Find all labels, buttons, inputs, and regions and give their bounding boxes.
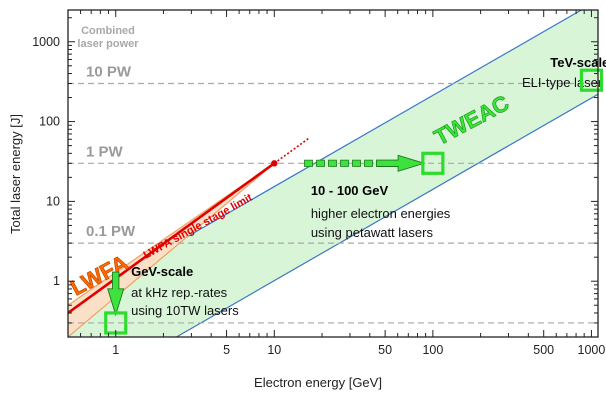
y-tick-label: 100: [39, 115, 60, 129]
band-tweac-lower-edge: [175, 93, 598, 337]
arrow-head: [376, 154, 426, 172]
bands-layer: [68, 10, 598, 337]
x-tick-label: 1000: [578, 343, 606, 357]
arrow-1: [107, 271, 125, 317]
arrow-dash: [364, 159, 373, 167]
annotation-at-khz-rep-rates: at kHz rep.-rates: [131, 285, 228, 300]
axes-layer: 1 5 10 50 100 500 1000 1 10 100 1000: [32, 10, 605, 357]
power-level-label: 1 PW: [86, 143, 124, 160]
annotation-tev-scale: TeV-scale: [550, 55, 606, 70]
x-tick-label: 500: [533, 343, 554, 357]
power-heading: Combined laser power: [77, 25, 139, 50]
arrow-dash: [328, 159, 337, 167]
band-tweac: [68, 10, 598, 337]
arrow-dash: [304, 159, 313, 167]
x-tick-label: 100: [422, 343, 443, 357]
annotation-using-10tw-lasers: using 10TW lasers: [131, 303, 239, 318]
x-tick-label: 1: [112, 343, 119, 357]
arrow-dash: [340, 159, 349, 167]
marker-10-100-gev: [421, 151, 445, 175]
band-lwfa-lower-edge: [68, 162, 275, 337]
arrow-2: [304, 154, 426, 172]
annotation-using-petawatt-lasers: using petawatt lasers: [311, 225, 434, 240]
arrow-head: [107, 271, 125, 317]
power-level-label: 0.1 PW: [86, 223, 136, 240]
arrow-dash: [352, 159, 361, 167]
series-lwfa-single-stage-limit-extension: [273, 138, 309, 164]
plot-frame: [67, 9, 599, 338]
annotation-gev-scale: GeV-scale: [131, 264, 193, 279]
marker-tev-scale: [579, 68, 604, 92]
y-tick-label: 1: [53, 274, 60, 288]
annotation-higher-electron-energies: higher electron energies: [311, 206, 451, 221]
x-tick-label: 10: [267, 343, 281, 357]
x-tick-label: 5: [223, 343, 230, 357]
x-tick-label: 50: [378, 343, 392, 357]
markers-layer: [104, 68, 604, 335]
y-axis-label: Total laser energy [J]: [8, 114, 23, 234]
arrow-dash: [316, 159, 325, 167]
series-layer: [68, 138, 309, 315]
y-tick-label: 1000: [32, 35, 60, 49]
annotation-10-100-gev: 10 - 100 GeV: [311, 183, 389, 198]
annotation-eli-type-laser: ELI-type laser: [522, 75, 603, 90]
x-axis-label: Electron energy [GeV]: [254, 375, 382, 390]
power-level-label: 10 PW: [86, 63, 132, 80]
series-lwfa-single-stage-limit: [68, 162, 276, 315]
y-tick-label: 10: [46, 194, 60, 208]
limit-point: [271, 160, 278, 167]
